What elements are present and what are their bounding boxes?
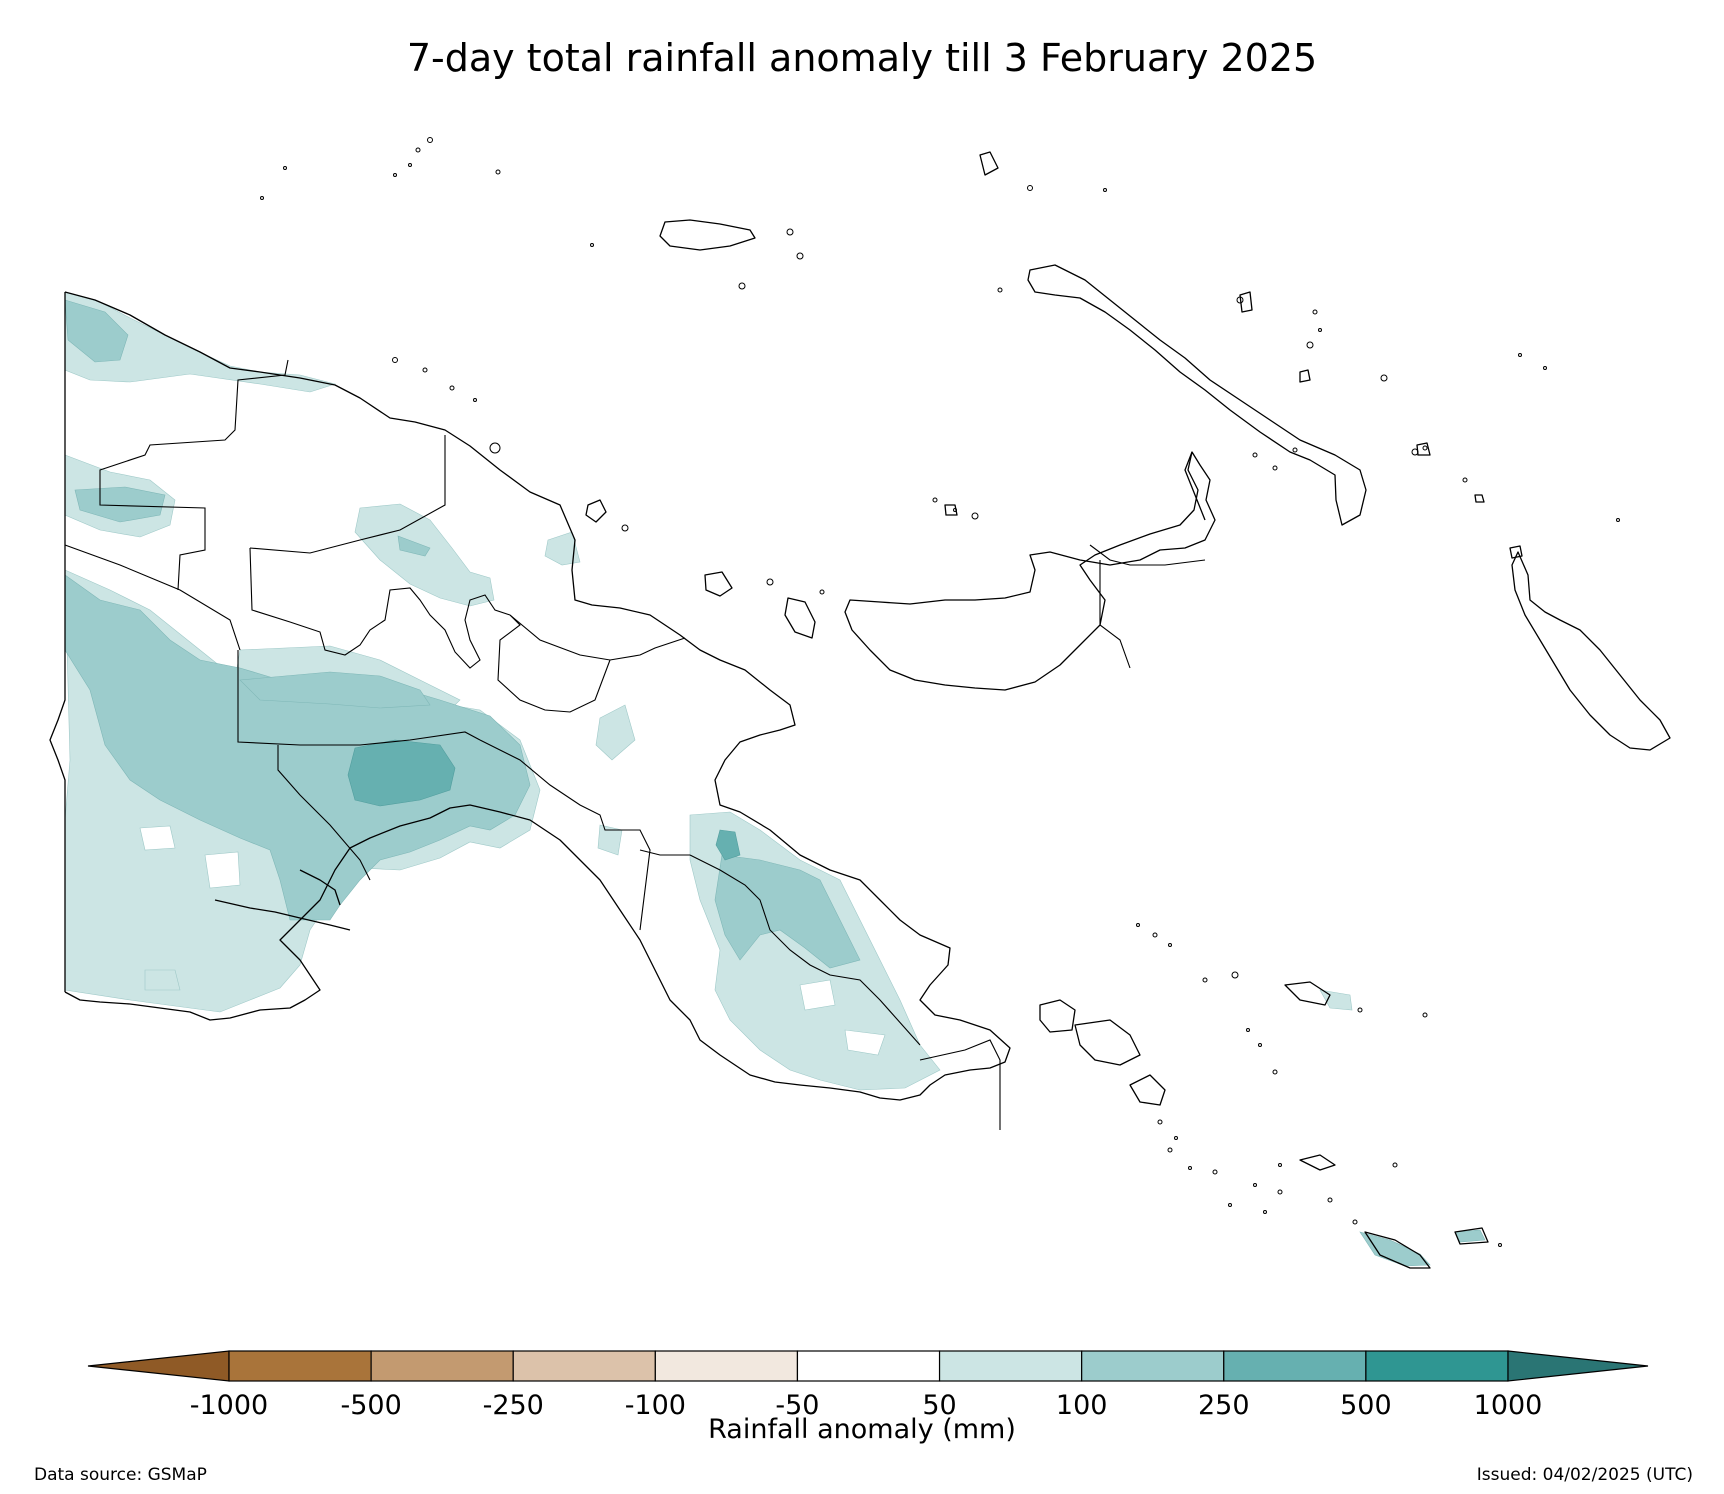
coastline-goodenough bbox=[1129, 1074, 1166, 1106]
boundary-madang-inner bbox=[497, 614, 611, 713]
anomaly-zone-owen-core bbox=[714, 854, 861, 969]
small-islands bbox=[260, 137, 1620, 1247]
coastline-manus bbox=[659, 219, 756, 251]
data-source-note: Data source: GSMaP bbox=[34, 1465, 207, 1485]
coastline-buka bbox=[1509, 545, 1523, 559]
anomaly-zone-owen-peak bbox=[715, 829, 741, 861]
coastline-mussau bbox=[979, 151, 999, 176]
coastline-lihir bbox=[1239, 291, 1253, 313]
anomaly-zone-northwest bbox=[64, 291, 337, 393]
coastline-new-britain bbox=[844, 451, 1216, 691]
coastline-bougainville bbox=[1511, 551, 1671, 751]
coastline-fergusson bbox=[1039, 999, 1076, 1033]
boundary-morobe-oro bbox=[689, 854, 921, 1046]
anomaly-zone-bougainville-core bbox=[1359, 1231, 1431, 1267]
boundary-new-britain-provinces bbox=[1089, 544, 1206, 566]
colorbar-bin bbox=[512, 1350, 656, 1382]
issued-date-note: Issued: 04/02/2025 (UTC) bbox=[1476, 1465, 1693, 1485]
boundary-sandaun-east-sepik bbox=[99, 359, 289, 591]
coastline-green-islands bbox=[1474, 494, 1485, 503]
boundary-highlands-south bbox=[237, 650, 481, 746]
anomaly-zone-west-mid-core bbox=[74, 486, 166, 523]
colorbar-tick-label: 100 bbox=[1056, 1390, 1108, 1421]
colorbar-bin bbox=[1365, 1350, 1509, 1382]
coastline-woodlark bbox=[1299, 1154, 1336, 1171]
anomaly-zone-highlands-core bbox=[239, 671, 431, 709]
coastline-long-island bbox=[704, 571, 733, 597]
map-title: 7-day total rainfall anomaly till 3 Febr… bbox=[406, 36, 1318, 80]
anomaly-gap-2 bbox=[204, 851, 241, 889]
colorbar-bin bbox=[938, 1350, 1083, 1382]
colorbar-bin bbox=[1081, 1350, 1225, 1382]
anomaly-shading bbox=[64, 291, 1486, 1267]
colorbar-tick-label: 50 bbox=[922, 1390, 956, 1421]
coastline-mainland bbox=[64, 291, 1011, 1101]
anomaly-zone-northwest-core bbox=[64, 299, 129, 363]
colorbar-tick-label: -250 bbox=[483, 1390, 544, 1421]
boundary-enga bbox=[249, 547, 511, 669]
coastline-normanby bbox=[1074, 1019, 1141, 1066]
anomaly-zone-east-small-2 bbox=[597, 824, 623, 856]
anomaly-zone-sepik-small bbox=[544, 531, 581, 566]
coastline-tabar bbox=[1299, 369, 1311, 383]
anomaly-zone-east-small bbox=[595, 704, 636, 761]
colorbar-tick-label: 1000 bbox=[1474, 1390, 1543, 1421]
coastline-karkar bbox=[585, 499, 607, 523]
colorbar-tick-label: -50 bbox=[775, 1390, 819, 1421]
coastline-gazelle bbox=[1184, 451, 1206, 521]
boundary-sepik-south bbox=[64, 544, 241, 651]
colorbar-bin bbox=[370, 1350, 514, 1382]
anomaly-gap-3 bbox=[799, 979, 836, 1011]
coastline-new-ireland bbox=[1027, 264, 1367, 526]
boundary-sepik-madang bbox=[249, 435, 446, 554]
boundary-central-coast bbox=[639, 849, 690, 856]
colorbar-ticks: -1000 -500 -250 -100 -50 50 100 250 500 1000 bbox=[190, 1390, 1543, 1421]
coastline-rossel bbox=[1454, 1227, 1489, 1245]
fly-river-delta bbox=[214, 899, 351, 931]
colorbar-label: Rainfall anomaly (mm) bbox=[708, 1414, 1016, 1445]
colorbar-tick-label: -1000 bbox=[190, 1390, 268, 1421]
colorbar-bin bbox=[1223, 1350, 1367, 1382]
colorbar-tick-label: 250 bbox=[1198, 1390, 1250, 1421]
coastline-witu bbox=[944, 504, 958, 516]
anomaly-zone-fly-peak bbox=[347, 739, 456, 807]
boundary-western-gulf bbox=[277, 745, 371, 881]
colorbar-tick-label: 500 bbox=[1340, 1390, 1392, 1421]
boundary-oro-milne bbox=[919, 1039, 1001, 1130]
colorbar-tick-label: -100 bbox=[625, 1390, 686, 1421]
colorbar-extend-min bbox=[87, 1350, 230, 1382]
colorbar-shapes bbox=[87, 1350, 1649, 1382]
colorbar-bin bbox=[796, 1350, 941, 1382]
colorbar-extend-max bbox=[1507, 1350, 1649, 1382]
colorbar-bin bbox=[654, 1350, 799, 1382]
anomaly-gap-4 bbox=[844, 1029, 886, 1056]
anomaly-zone-south-coast-west bbox=[144, 969, 181, 991]
boundary-gulf-central bbox=[479, 739, 651, 931]
coastline-umboi bbox=[784, 597, 816, 639]
fly-river-delta-2 bbox=[299, 869, 341, 906]
anomaly-gap-1 bbox=[139, 825, 176, 851]
coastlines bbox=[49, 151, 1671, 1269]
coastline-tagula bbox=[1364, 1231, 1431, 1269]
rainfall-anomaly-map bbox=[49, 137, 1671, 1269]
boundary-indonesia bbox=[49, 292, 66, 992]
provincial-boundaries bbox=[64, 359, 1206, 1130]
anomaly-zone-fly-core bbox=[64, 574, 531, 921]
colorbar-bin bbox=[228, 1350, 372, 1382]
coastline-trobriand bbox=[1284, 981, 1331, 1006]
colorbar-tick-label: -500 bbox=[340, 1390, 401, 1421]
boundary-new-britain-east-west bbox=[1099, 560, 1131, 669]
anomaly-zone-central-north-core bbox=[397, 535, 431, 557]
